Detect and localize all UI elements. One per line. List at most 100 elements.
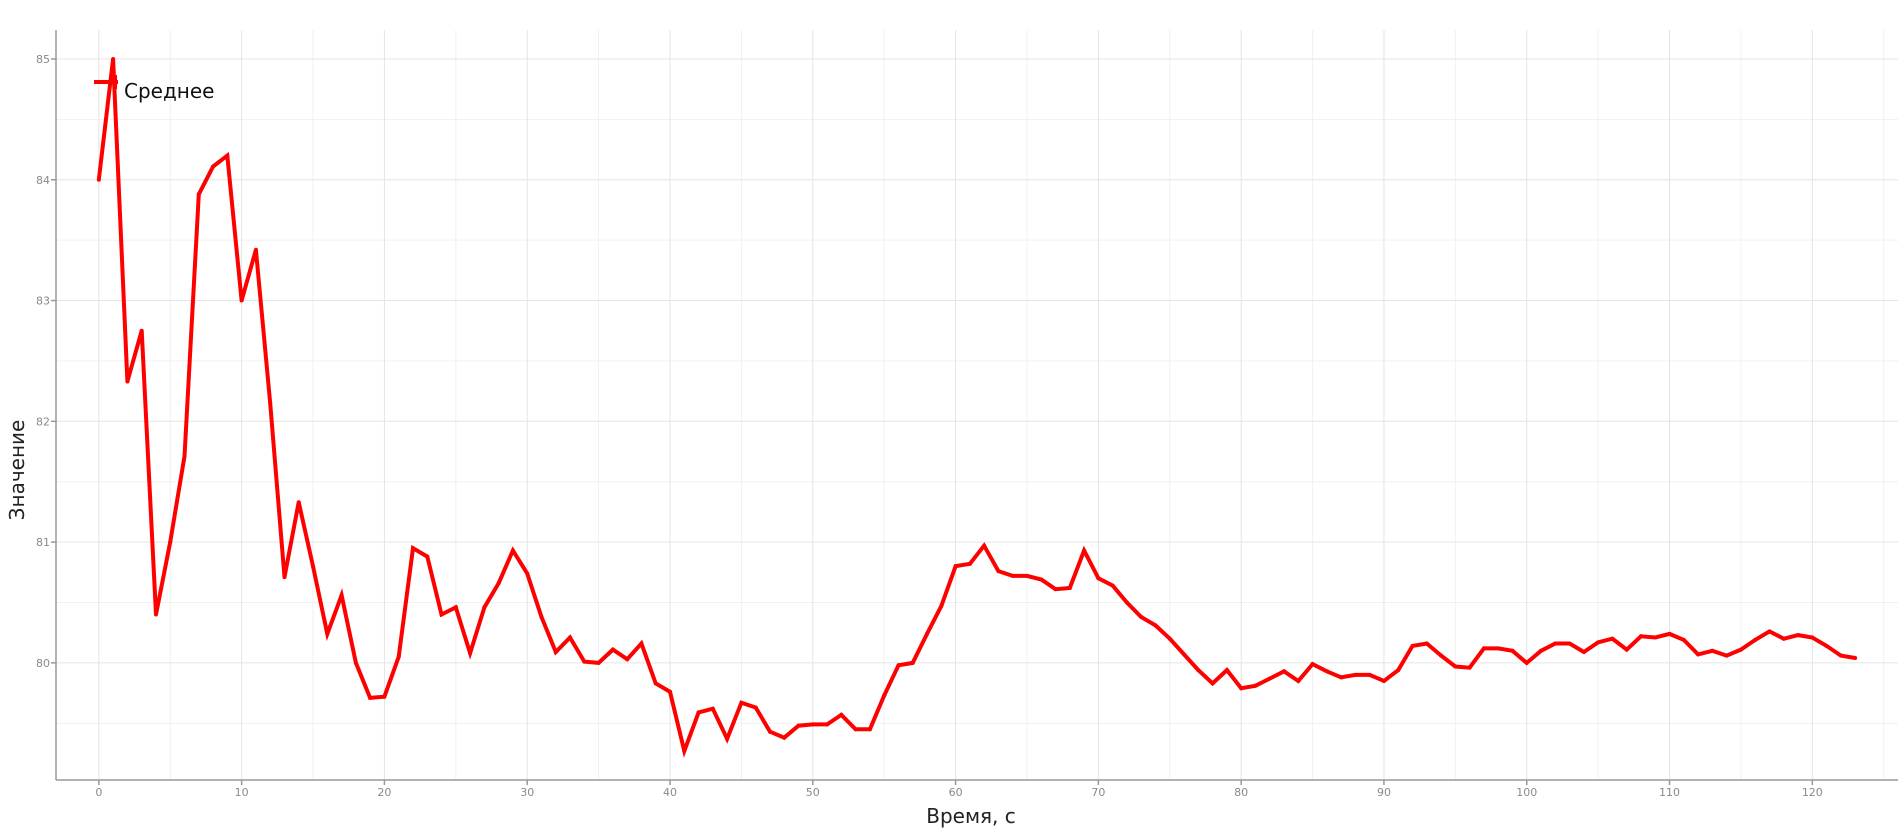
data-point (96, 177, 101, 182)
data-point (867, 727, 872, 732)
data-point (182, 454, 187, 459)
data-point (1753, 637, 1758, 642)
data-point (368, 695, 373, 700)
data-point (225, 153, 230, 158)
data-point (1796, 633, 1801, 638)
series-line (96, 58, 1856, 758)
data-point (125, 379, 130, 384)
y-tick-label: 83 (36, 295, 50, 308)
data-point (910, 660, 915, 665)
x-tick-label: 30 (520, 786, 534, 799)
data-point (1724, 653, 1729, 658)
x-axis-title: Время, с (926, 804, 1016, 828)
data-point (696, 710, 701, 715)
x-tick-label: 20 (377, 786, 391, 799)
y-tick-label: 84 (36, 174, 50, 187)
data-point (468, 651, 473, 656)
data-point (710, 706, 715, 711)
data-point (482, 605, 487, 610)
data-point (1096, 576, 1101, 581)
data-point (1396, 668, 1401, 673)
data-point (639, 641, 644, 646)
data-point (568, 635, 573, 640)
data-point (1853, 656, 1858, 661)
data-point (1453, 664, 1458, 669)
data-point (1253, 683, 1258, 688)
data-point (1653, 635, 1658, 640)
data-point (1139, 614, 1144, 619)
data-point (1310, 662, 1315, 667)
data-point (1767, 629, 1772, 634)
data-point (268, 401, 273, 406)
data-point (1224, 668, 1229, 673)
data-point (196, 192, 201, 197)
data-point (1610, 636, 1615, 641)
major-gridlines (56, 30, 1898, 780)
data-point (525, 571, 530, 576)
data-point (1410, 643, 1415, 648)
data-point (1239, 686, 1244, 691)
data-point (668, 689, 672, 694)
data-point (925, 631, 930, 636)
data-point (810, 722, 815, 727)
data-point (453, 605, 458, 610)
data-point (753, 705, 758, 710)
data-point (153, 612, 158, 617)
data-point (1824, 643, 1829, 648)
data-point (510, 548, 515, 553)
data-point (625, 657, 630, 662)
data-point (296, 500, 301, 505)
x-tick-label: 120 (1802, 786, 1823, 799)
y-tick-label: 80 (36, 657, 50, 670)
data-point (1424, 641, 1429, 646)
y-tick-label: 85 (36, 53, 50, 66)
y-tick-label: 82 (36, 415, 50, 428)
data-point (339, 593, 344, 598)
data-point (682, 749, 687, 754)
data-point (1481, 646, 1486, 651)
x-tick-label: 100 (1516, 786, 1537, 799)
data-point (1024, 573, 1029, 578)
legend: Среднее (94, 75, 214, 103)
data-point (1810, 635, 1815, 640)
legend-label: Среднее (124, 79, 214, 103)
data-point (596, 660, 601, 665)
data-point (1296, 678, 1301, 683)
data-point (1596, 640, 1601, 645)
x-tick-label: 0 (95, 786, 102, 799)
data-point (739, 700, 744, 705)
data-point (496, 581, 501, 586)
data-point (553, 649, 558, 654)
data-point (353, 660, 358, 665)
data-point (1581, 649, 1586, 654)
data-point (1367, 672, 1372, 677)
data-point (1467, 665, 1472, 670)
data-point (239, 298, 244, 303)
data-point (1124, 600, 1129, 605)
series-layer (96, 56, 1858, 758)
data-point (539, 614, 544, 619)
data-point (1553, 641, 1558, 646)
data-point (825, 722, 830, 727)
data-point (1082, 548, 1087, 553)
data-point (996, 569, 1001, 574)
x-tick-label: 50 (806, 786, 820, 799)
data-point (1567, 641, 1572, 646)
data-point (139, 328, 144, 333)
data-point (1539, 648, 1544, 653)
data-point (610, 647, 615, 652)
data-point (896, 663, 901, 668)
data-point (1510, 648, 1515, 653)
data-point (782, 735, 787, 740)
x-tick-label: 70 (1091, 786, 1105, 799)
data-point (1353, 672, 1358, 677)
data-point (325, 631, 330, 636)
data-point (1524, 660, 1529, 665)
data-point (1167, 636, 1172, 641)
data-point (1267, 676, 1272, 681)
data-point (1067, 585, 1072, 590)
x-tick-label: 10 (235, 786, 249, 799)
data-point (1196, 668, 1201, 673)
data-point (1153, 623, 1158, 628)
data-point (1696, 652, 1701, 657)
